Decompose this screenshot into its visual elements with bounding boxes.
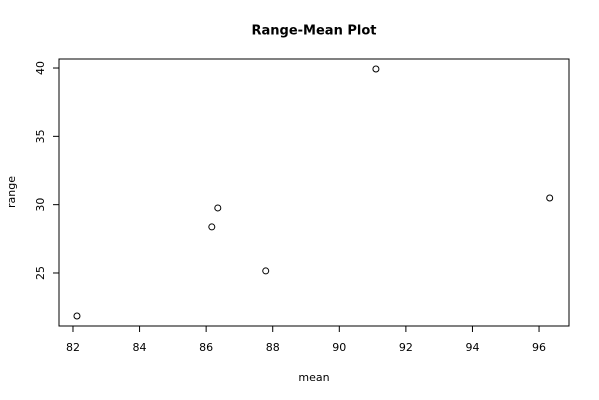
x-tick-label: 84 [133,341,147,354]
point [73,312,81,320]
y-tick-label: 30 [34,198,47,212]
point [546,194,554,202]
x-tick-label: 82 [66,341,80,354]
y-tick-label: 40 [34,61,47,75]
x-tick-label: 90 [332,341,346,354]
point [262,267,270,275]
y-tick-label: 25 [34,266,47,280]
x-axis-label: mean [298,371,329,384]
point [214,204,222,212]
x-tick-label: 86 [199,341,213,354]
plot-box [58,58,570,327]
x-tick-label: 92 [399,341,413,354]
x-tick-label: 88 [266,341,280,354]
y-axis-label: range [5,176,18,208]
chart-title: Range-Mean Plot [252,24,377,39]
y-tick-label: 35 [34,129,47,143]
point [208,223,216,231]
x-tick-label: 94 [465,341,479,354]
point [372,65,380,73]
x-tick-label: 96 [532,341,546,354]
